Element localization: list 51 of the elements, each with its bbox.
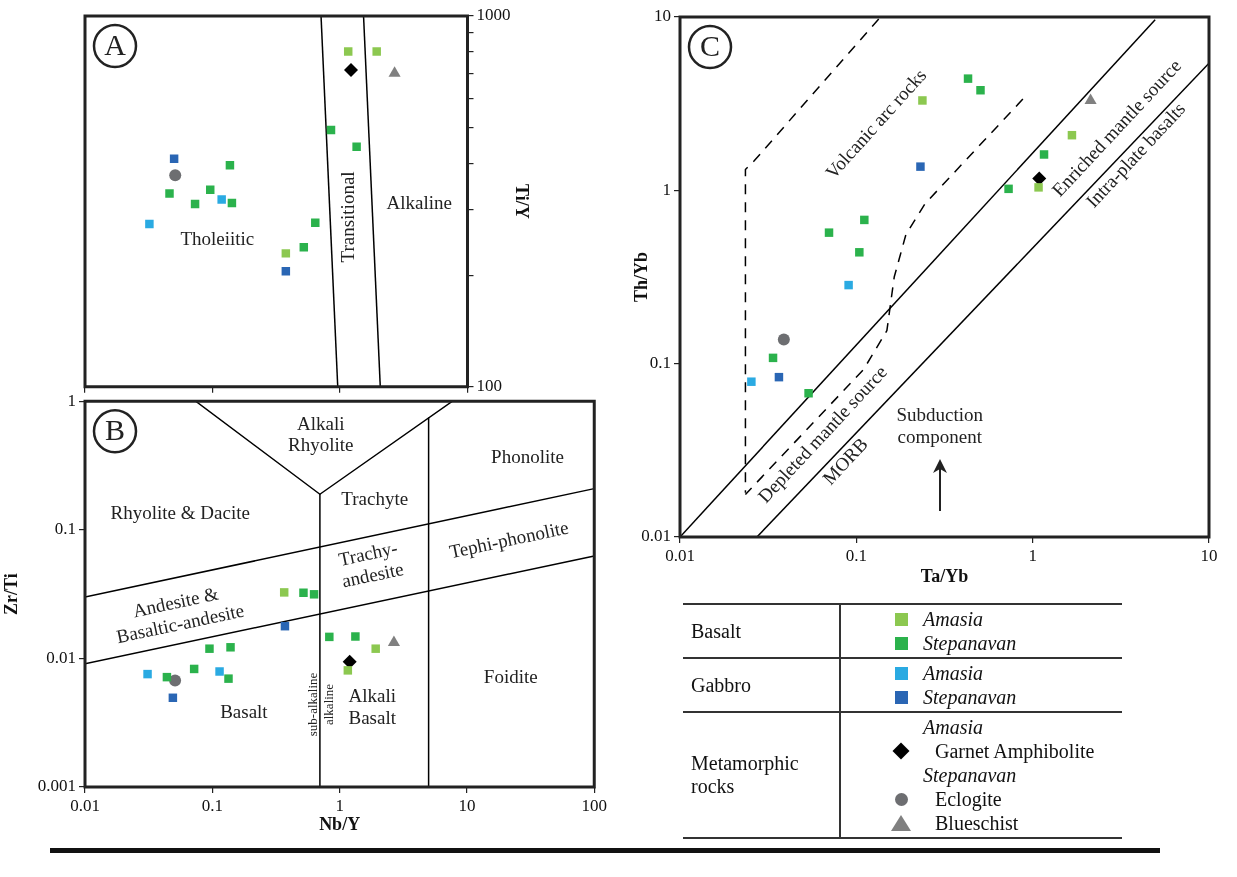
- y-tick-label: 0.1: [649, 353, 671, 373]
- y-axis-title: Zr/Ti: [1, 573, 22, 615]
- x-axis-title: Nb/Y: [319, 813, 361, 834]
- annotation: Tholeiitic: [180, 227, 255, 249]
- legend-label: Blueschist: [935, 811, 1019, 835]
- annotation: C: [699, 28, 721, 62]
- x-tick-label: 100: [581, 795, 607, 815]
- y-tick-label: 10: [654, 6, 671, 26]
- annotation: Basalt: [220, 701, 269, 723]
- y-tick-label: 1: [662, 179, 671, 199]
- x-tick-label: 10: [1200, 545, 1218, 565]
- x-tick-label: 1: [335, 795, 344, 815]
- y-tick-label: 0.001: [37, 776, 76, 796]
- y-axis-title: Ti/Y: [511, 184, 532, 219]
- legend-label: Stepanavan: [923, 685, 1017, 709]
- x-tick-label: 1: [1028, 545, 1037, 565]
- y-tick-label: 0.1: [54, 519, 76, 539]
- annotation: sub-alkaline: [304, 672, 320, 737]
- text: Amasia: [921, 715, 984, 739]
- annotation: Foidite: [483, 665, 538, 687]
- annotation: B: [104, 413, 126, 447]
- annotation: Subduction component: [896, 404, 984, 448]
- y-tick-label: 0.01: [46, 647, 76, 667]
- text: Gabbro: [683, 658, 840, 712]
- x-tick-label: 10: [458, 795, 476, 815]
- annotation: A: [104, 27, 127, 61]
- annotation: Trachy- andesite: [336, 536, 406, 592]
- annotation: Transitional: [337, 171, 359, 263]
- legend-label: Amasia: [923, 607, 983, 631]
- annotation: Trachyte: [341, 487, 409, 509]
- y-axis-title: Th/Yb: [631, 251, 652, 303]
- text: Basalt: [683, 604, 840, 658]
- text: Metamorphic rocks: [683, 712, 840, 838]
- legend-label: Amasia: [923, 661, 983, 685]
- y-tick-label: 1000: [476, 5, 511, 25]
- legend-label: Eclogite: [935, 787, 1002, 811]
- x-tick-label: 0.1: [201, 795, 223, 815]
- annotation: alkaline: [320, 683, 336, 726]
- y-tick-label: 0.01: [641, 526, 671, 546]
- legend-label: Stepanavan: [923, 631, 1017, 655]
- annotation: Phonolite: [491, 445, 564, 467]
- annotation: Alkali Rhyolite: [288, 412, 354, 456]
- annotation: Alkaline: [386, 191, 453, 213]
- y-tick-label: 1: [67, 390, 76, 410]
- text: Stepanavan: [922, 763, 1018, 787]
- x-axis-title: Ta/Yb: [920, 565, 969, 586]
- x-tick-label: 0.1: [845, 545, 867, 565]
- legend-label: Garnet Amphibolite: [935, 739, 1095, 763]
- annotation: Alkali Basalt: [348, 685, 397, 729]
- x-tick-label: 0.01: [70, 795, 100, 815]
- annotation: Rhyolite & Dacite: [110, 501, 250, 523]
